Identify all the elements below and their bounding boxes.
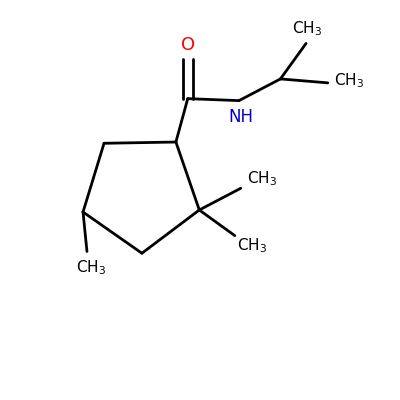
Text: CH$_3$: CH$_3$: [247, 169, 278, 188]
Text: NH: NH: [228, 108, 254, 126]
Text: O: O: [181, 36, 195, 54]
Text: CH$_3$: CH$_3$: [238, 236, 268, 255]
Text: CH$_3$: CH$_3$: [76, 259, 106, 277]
Text: CH$_3$: CH$_3$: [292, 19, 322, 38]
Text: CH$_3$: CH$_3$: [334, 72, 364, 90]
